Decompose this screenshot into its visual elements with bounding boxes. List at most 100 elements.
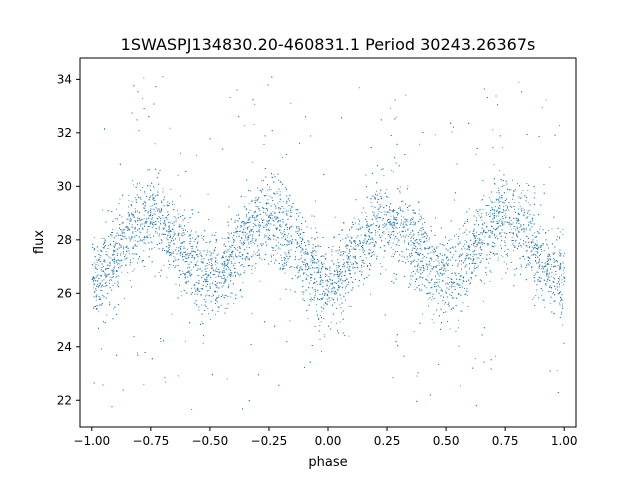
data-point — [337, 272, 339, 273]
data-point — [500, 244, 502, 246]
data-point — [327, 301, 329, 302]
data-point — [517, 218, 519, 219]
data-point — [99, 275, 101, 276]
data-point — [322, 307, 324, 309]
data-point — [419, 143, 420, 145]
data-point — [498, 202, 500, 203]
data-point — [307, 318, 309, 320]
data-point — [373, 195, 375, 197]
data-point — [326, 303, 328, 305]
data-point — [189, 234, 191, 235]
data-point — [190, 275, 192, 277]
data-point — [340, 271, 342, 273]
data-point — [143, 384, 145, 386]
data-point — [431, 299, 433, 301]
data-point — [561, 282, 563, 284]
data-point — [276, 217, 278, 219]
data-point — [442, 255, 443, 256]
data-point — [338, 275, 340, 277]
data-point — [503, 214, 505, 216]
data-point — [537, 271, 539, 273]
data-point — [140, 239, 142, 240]
data-point — [251, 199, 253, 201]
data-point — [275, 250, 277, 251]
data-point — [215, 258, 217, 259]
data-point — [322, 296, 324, 298]
data-point — [179, 253, 181, 255]
data-point — [215, 287, 217, 289]
data-point — [267, 189, 269, 191]
data-point — [392, 171, 394, 173]
data-point — [476, 231, 477, 233]
data-point — [248, 241, 250, 243]
data-point — [131, 253, 133, 255]
data-point — [499, 207, 501, 209]
data-point — [140, 199, 142, 200]
data-point — [523, 215, 525, 217]
data-point — [128, 219, 130, 221]
data-point — [240, 295, 242, 297]
data-point — [289, 320, 291, 322]
data-point — [553, 313, 555, 315]
data-point — [326, 283, 328, 285]
data-point — [105, 267, 107, 269]
data-point — [407, 185, 409, 187]
data-point — [336, 297, 338, 299]
data-point — [559, 251, 561, 253]
data-point — [280, 232, 282, 233]
data-point — [348, 270, 349, 272]
data-point — [129, 253, 130, 255]
data-point — [428, 298, 430, 300]
data-point — [104, 283, 106, 284]
data-point — [139, 223, 141, 225]
data-point — [215, 291, 217, 293]
data-point — [283, 207, 285, 209]
data-point — [413, 331, 415, 332]
data-point — [297, 272, 299, 273]
data-point — [459, 284, 461, 286]
data-point — [552, 293, 554, 295]
data-point — [137, 219, 139, 221]
data-point — [287, 237, 289, 238]
data-point — [177, 174, 179, 176]
data-point — [259, 210, 261, 212]
data-point — [455, 330, 457, 332]
data-point — [490, 199, 492, 201]
data-point — [175, 218, 177, 220]
data-point — [342, 259, 344, 261]
data-point — [412, 217, 414, 219]
data-point — [289, 227, 291, 228]
data-point — [290, 289, 291, 291]
data-point — [562, 324, 564, 326]
data-point — [482, 300, 484, 302]
data-point — [187, 222, 189, 223]
data-point — [331, 249, 333, 250]
data-point — [438, 285, 439, 287]
data-point — [301, 249, 303, 251]
data-point — [346, 244, 348, 246]
data-point — [145, 202, 147, 204]
data-point — [551, 272, 553, 274]
data-point — [215, 314, 217, 316]
data-point — [255, 210, 256, 212]
data-point — [104, 240, 106, 242]
data-point — [481, 213, 483, 215]
data-point — [109, 302, 111, 303]
data-point — [187, 253, 189, 255]
data-point — [332, 246, 334, 247]
data-point — [128, 195, 130, 196]
data-point — [466, 253, 468, 255]
data-point — [166, 276, 168, 278]
data-point — [395, 116, 397, 118]
data-point — [295, 251, 296, 253]
data-point — [152, 196, 154, 198]
data-point — [162, 228, 164, 230]
data-point — [339, 321, 341, 323]
data-point — [280, 181, 281, 183]
data-point — [261, 258, 263, 260]
data-point — [162, 217, 164, 219]
data-point — [518, 202, 520, 204]
data-point — [144, 222, 146, 224]
data-point — [370, 198, 372, 200]
data-point — [353, 217, 355, 219]
